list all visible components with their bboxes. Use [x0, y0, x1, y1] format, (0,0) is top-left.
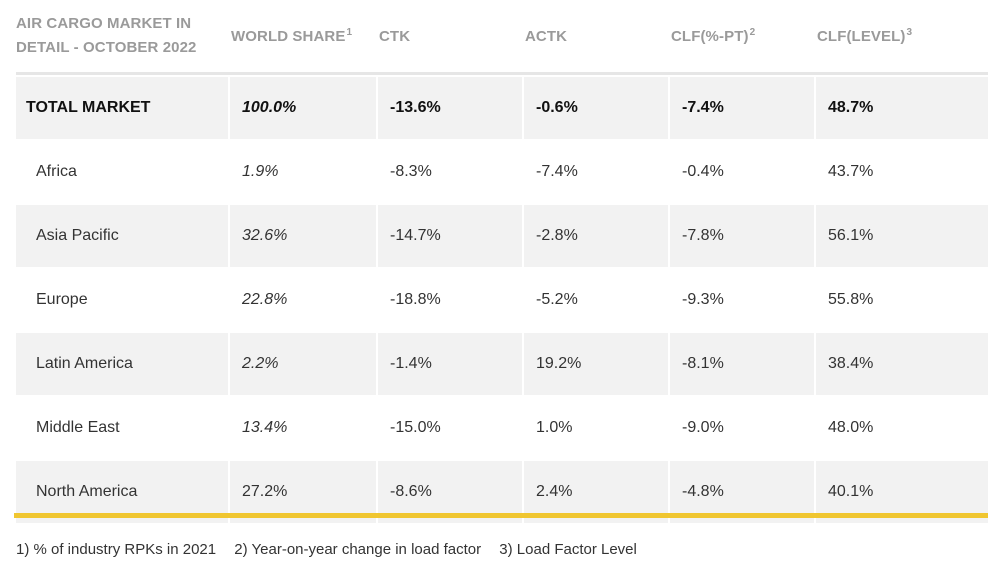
column-header-ctk-label: CTK	[379, 27, 411, 45]
cell-ctk: -15.0%	[378, 395, 524, 459]
footnotes: 1) % of industry RPKs in 2021 2) Year-on…	[16, 541, 651, 558]
cell-clf-level: 48.7%	[816, 75, 988, 139]
table-header-row: AIR CARGO MARKET IN DETAIL - OCTOBER 202…	[16, 0, 988, 75]
cell-world-share: 1.9%	[230, 139, 378, 203]
cell-actk: -5.2%	[524, 267, 670, 331]
cell-ctk: -8.6%	[378, 459, 524, 523]
cell-region: North America	[16, 459, 230, 523]
table-row: Europe 22.8% -18.8% -5.2% -9.3% 55.8%	[16, 267, 988, 331]
cargo-market-table-container: AIR CARGO MARKET IN DETAIL - OCTOBER 202…	[16, 0, 988, 523]
table-title-line2: DETAIL - OCTOBER 2022	[16, 39, 197, 56]
footnote-ref-3: 3	[906, 27, 913, 38]
cell-ctk: -13.6%	[378, 75, 524, 139]
column-header-clf-level-label: CLF(LEVEL)	[817, 28, 906, 45]
footnote-ref-2: 2	[749, 27, 756, 38]
table-title-line1: AIR CARGO MARKET IN	[16, 15, 192, 32]
footnote-ref-1: 1	[346, 27, 353, 38]
cell-clf-level: 38.4%	[816, 331, 988, 395]
cell-clf-pt: -7.4%	[670, 75, 816, 139]
cell-region: TOTAL MARKET	[16, 75, 230, 139]
table-row: North America 27.2% -8.6% 2.4% -4.8% 40.…	[16, 459, 988, 523]
cell-actk: 1.0%	[524, 395, 670, 459]
column-header-clf-pt-label: CLF(%-PT)	[671, 28, 749, 45]
cell-clf-pt: -9.3%	[670, 267, 816, 331]
cell-region: Africa	[16, 139, 230, 203]
cell-world-share: 22.8%	[230, 267, 378, 331]
cell-ctk: -18.8%	[378, 267, 524, 331]
column-header-actk: ACTK	[524, 0, 670, 75]
column-header-actk-label: ACTK	[525, 27, 568, 45]
table-title: AIR CARGO MARKET IN DETAIL - OCTOBER 202…	[16, 0, 230, 75]
cell-world-share: 32.6%	[230, 203, 378, 267]
cell-region: Latin America	[16, 331, 230, 395]
cell-clf-level: 56.1%	[816, 203, 988, 267]
column-header-clf-pt: CLF(%-PT)2	[670, 0, 816, 75]
table-row: Africa 1.9% -8.3% -7.4% -0.4% 43.7%	[16, 139, 988, 203]
cell-clf-pt: -7.8%	[670, 203, 816, 267]
cargo-market-table: AIR CARGO MARKET IN DETAIL - OCTOBER 202…	[16, 0, 988, 523]
accent-divider	[14, 513, 988, 518]
cell-clf-level: 43.7%	[816, 139, 988, 203]
column-header-clf-level: CLF(LEVEL)3	[816, 0, 988, 75]
cell-world-share: 13.4%	[230, 395, 378, 459]
cell-clf-pt: -4.8%	[670, 459, 816, 523]
cell-world-share: 2.2%	[230, 331, 378, 395]
cell-clf-pt: -8.1%	[670, 331, 816, 395]
cell-actk: -2.8%	[524, 203, 670, 267]
cell-actk: -7.4%	[524, 139, 670, 203]
column-header-world-share: WORLD SHARE1	[230, 0, 378, 75]
footnote-1: 1) % of industry RPKs in 2021	[16, 541, 217, 558]
cell-ctk: -14.7%	[378, 203, 524, 267]
cell-clf-level: 55.8%	[816, 267, 988, 331]
cell-ctk: -1.4%	[378, 331, 524, 395]
table-row: Middle East 13.4% -15.0% 1.0% -9.0% 48.0…	[16, 395, 988, 459]
footnote-3: 3) Load Factor Level	[499, 541, 637, 558]
cell-clf-level: 48.0%	[816, 395, 988, 459]
cell-region: Europe	[16, 267, 230, 331]
cell-world-share: 100.0%	[230, 75, 378, 139]
cell-world-share: 27.2%	[230, 459, 378, 523]
footnote-2: 2) Year-on-year change in load factor	[234, 541, 482, 558]
cell-actk: -0.6%	[524, 75, 670, 139]
cell-ctk: -8.3%	[378, 139, 524, 203]
column-header-ctk: CTK	[378, 0, 524, 75]
cell-region: Middle East	[16, 395, 230, 459]
table-row: Asia Pacific 32.6% -14.7% -2.8% -7.8% 56…	[16, 203, 988, 267]
cell-actk: 19.2%	[524, 331, 670, 395]
cell-actk: 2.4%	[524, 459, 670, 523]
cell-region: Asia Pacific	[16, 203, 230, 267]
column-header-world-share-label: WORLD SHARE	[231, 28, 346, 45]
cell-clf-pt: -0.4%	[670, 139, 816, 203]
cell-clf-pt: -9.0%	[670, 395, 816, 459]
table-row: Latin America 2.2% -1.4% 19.2% -8.1% 38.…	[16, 331, 988, 395]
cell-clf-level: 40.1%	[816, 459, 988, 523]
table-row-total-market: TOTAL MARKET 100.0% -13.6% -0.6% -7.4% 4…	[16, 75, 988, 139]
